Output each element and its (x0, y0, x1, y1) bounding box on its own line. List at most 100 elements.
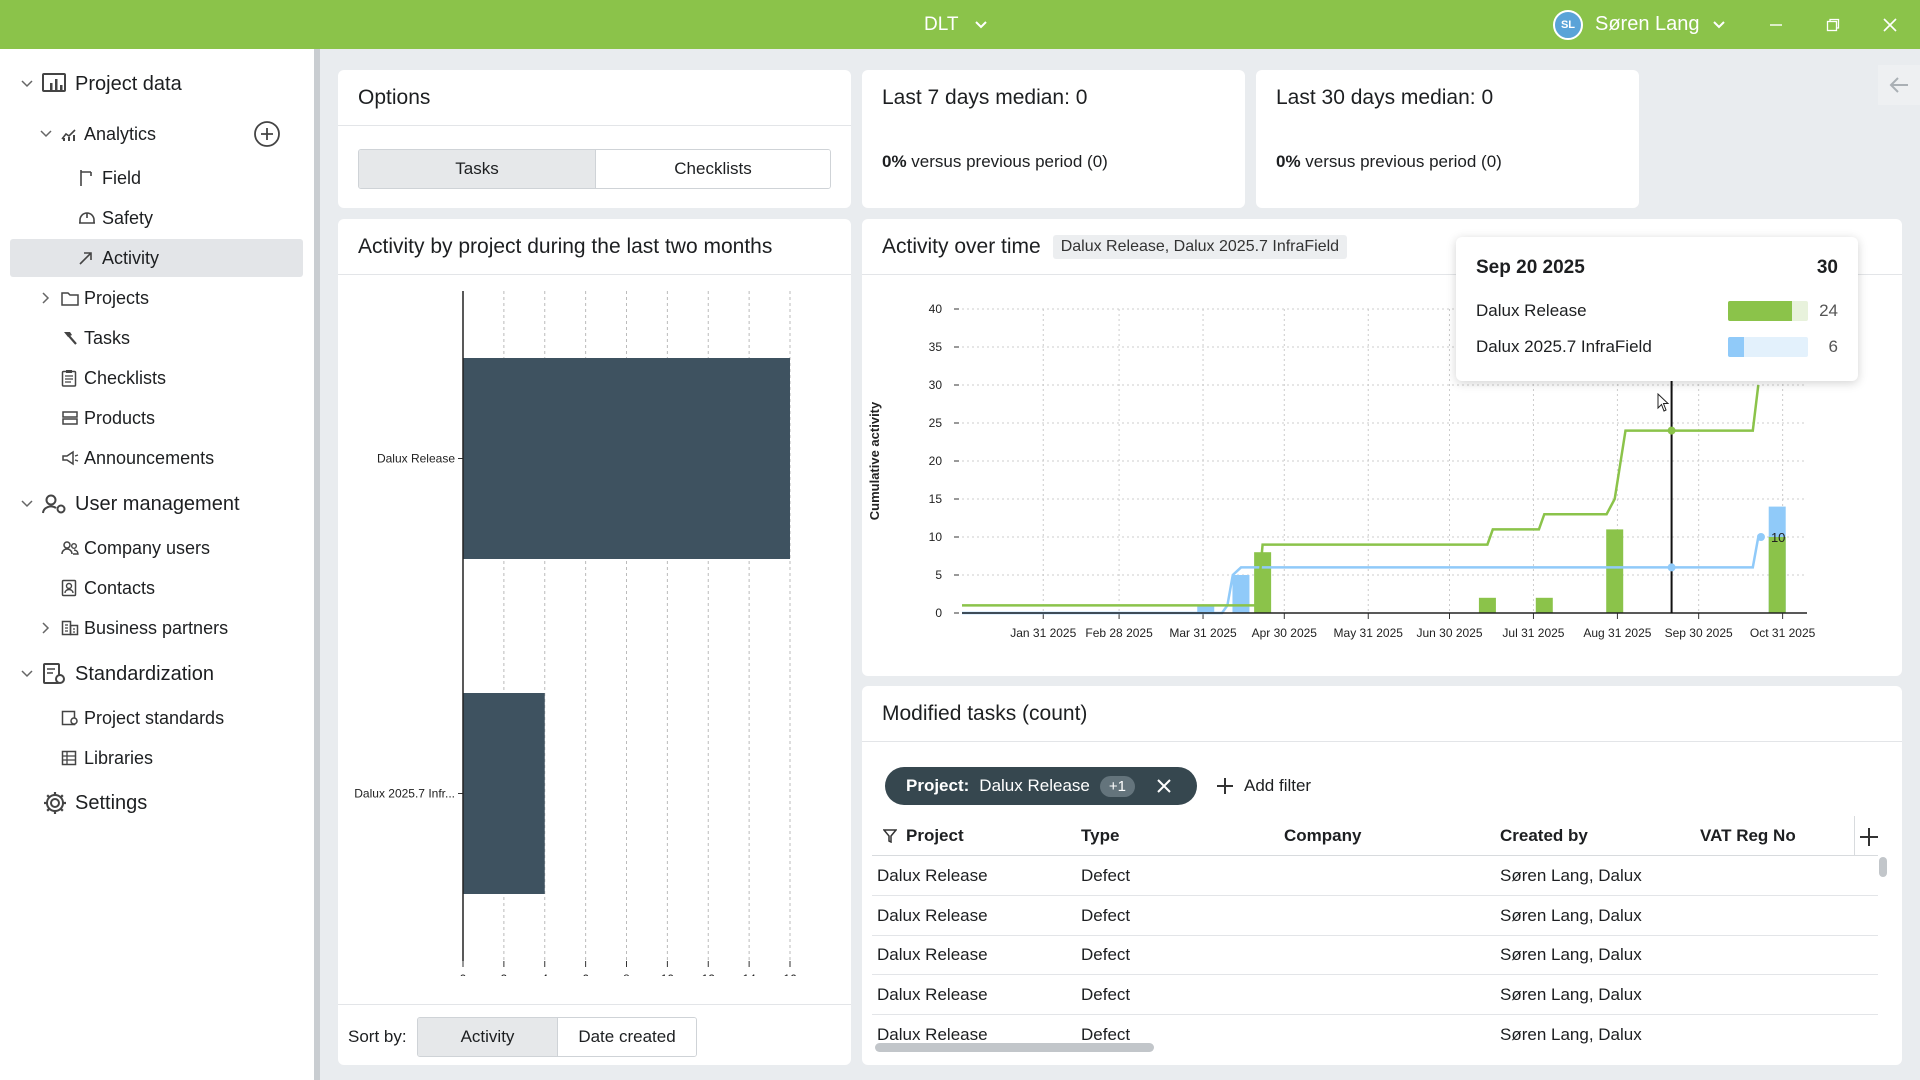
sidebar-item-contacts[interactable]: Contacts (10, 569, 303, 607)
sidebar-resizer[interactable] (314, 49, 320, 1080)
restore-icon (1826, 18, 1840, 31)
x-tick-label: Mar 31 2025 (1169, 626, 1237, 640)
chevron-down-icon[interactable] (39, 127, 53, 141)
chevron-down-icon[interactable] (20, 497, 34, 511)
cell-project: Dalux Release (877, 984, 988, 1004)
field-icon (78, 169, 94, 187)
last-30-days-pct: 0% (1276, 152, 1301, 171)
user-menu[interactable]: SL Søren Lang (1553, 0, 1726, 49)
activity-over-time-title: Activity over time (882, 234, 1041, 258)
plus-icon (1217, 778, 1233, 794)
cell-project: Dalux Release (877, 865, 988, 885)
chevron-down-icon (975, 20, 988, 28)
users-icon (61, 540, 79, 556)
project-filter[interactable]: Project: Dalux Release +1 (885, 767, 1197, 805)
app-switcher[interactable]: DLT (924, 0, 988, 49)
filter-funnel-icon[interactable] (883, 829, 897, 843)
table-row[interactable]: Dalux Release Defect Søren Lang, Dalux (872, 856, 1878, 896)
chevron-down-icon (1712, 20, 1725, 28)
table-horizontal-scrollbar[interactable] (875, 1043, 1154, 1052)
sidebar-item-libraries[interactable]: Libraries (10, 739, 303, 777)
tab-tasks[interactable]: Tasks (359, 150, 595, 188)
sidebar-item-label: Project data (75, 72, 182, 95)
minimize-button[interactable] (1756, 0, 1796, 49)
y-tick-label: Dalux 2025.7 Infr... (354, 787, 455, 801)
sidebar-item-standardization[interactable]: Standardization (10, 655, 303, 693)
column-header-created-by[interactable]: Created by (1500, 825, 1588, 845)
add-circle-icon[interactable] (253, 120, 281, 148)
table-row[interactable]: Dalux Release Defect Søren Lang, Dalux (872, 935, 1878, 975)
sidebar-item-activity[interactable]: Activity (10, 239, 303, 277)
close-window-button[interactable] (1870, 0, 1910, 49)
column-header-project[interactable]: Project (906, 825, 964, 845)
sidebar-item-user-management[interactable]: User management (10, 485, 303, 523)
sidebar-item-announcements[interactable]: Announcements (10, 439, 303, 477)
sort-activity-button[interactable]: Activity (418, 1018, 557, 1056)
megaphone-icon (61, 450, 79, 466)
title-bar: DLT SL Søren Lang (0, 0, 1920, 49)
cell-type: Defect (1081, 865, 1131, 885)
sidebar-item-label: Project standards (84, 707, 225, 728)
sidebar-item-field[interactable]: Field (10, 159, 303, 197)
close-icon[interactable] (1157, 779, 1171, 793)
add-filter-button[interactable]: Add filter (1216, 767, 1311, 805)
y-axis-label: Cumulative activity (867, 401, 882, 520)
cell-created-by: Søren Lang, Dalux (1500, 984, 1642, 1004)
chevron-down-icon[interactable] (20, 667, 34, 681)
sidebar-item-label: Settings (75, 791, 148, 814)
x-tick-label: Jun 30 2025 (1416, 626, 1482, 640)
sidebar-item-products[interactable]: Products (10, 399, 303, 437)
cell-created-by: Søren Lang, Dalux (1500, 905, 1642, 925)
restore-button[interactable] (1813, 0, 1853, 49)
x-tick-label: Aug 31 2025 (1583, 626, 1651, 640)
clipboard-icon (61, 369, 77, 387)
sidebar-item-label: User management (75, 492, 240, 515)
table-header: Project Type Company Created by VAT Reg … (872, 816, 1878, 856)
bar (1768, 537, 1786, 613)
cell-project: Dalux Release (877, 944, 988, 964)
sidebar-item-tasks[interactable]: Tasks (10, 319, 303, 357)
sidebar-item-projects[interactable]: Projects (10, 279, 303, 317)
bar (1478, 597, 1496, 613)
project-filter-chip[interactable]: Dalux Release, Dalux 2025.7 InfraField (1052, 234, 1348, 259)
sidebar-item-label: Checklists (84, 367, 167, 388)
arrow-left-icon (1889, 77, 1908, 93)
bar (1535, 597, 1553, 613)
table-vertical-scrollbar[interactable] (1879, 857, 1887, 877)
sidebar-item-project-standards[interactable]: Project standards (10, 699, 303, 737)
bar (1232, 575, 1250, 613)
chevron-right-icon[interactable] (39, 291, 53, 305)
column-header-company[interactable]: Company (1284, 825, 1362, 845)
building-icon (61, 620, 79, 636)
sidebar-item-business-partners[interactable]: Business partners (10, 609, 303, 647)
tooltip-share-fill (1728, 301, 1792, 321)
add-column-icon[interactable] (1859, 827, 1879, 847)
sidebar-item-project-data[interactable]: Project data (10, 65, 303, 103)
table-row[interactable]: Dalux Release Defect Søren Lang, Dalux (872, 975, 1878, 1015)
sidebar-item-settings[interactable]: Settings (10, 784, 303, 822)
table-row[interactable]: Dalux Release Defect Søren Lang, Dalux (872, 1015, 1878, 1045)
x-tick-label: Jan 31 2025 (1010, 626, 1076, 640)
collapse-panel-button[interactable] (1878, 65, 1920, 105)
column-header-type[interactable]: Type (1081, 825, 1120, 845)
activity-by-project-card: Activity by project during the last two … (338, 219, 851, 1065)
sort-by-label: Sort by: (348, 1027, 407, 1046)
sidebar-item-analytics[interactable]: Analytics (10, 115, 303, 153)
user-name: Søren Lang (1595, 13, 1700, 35)
safety-helmet-icon (78, 210, 96, 226)
sidebar-item-safety[interactable]: Safety (10, 199, 303, 237)
column-header-vat-reg-no[interactable]: VAT Reg No (1700, 825, 1796, 845)
table-row[interactable]: Dalux Release Defect Søren Lang, Dalux (872, 896, 1878, 936)
chevron-right-icon[interactable] (39, 621, 53, 635)
sidebar-item-label: Projects (84, 287, 150, 308)
tab-checklists[interactable]: Checklists (595, 150, 830, 188)
sidebar-item-label: Field (102, 167, 142, 188)
chevron-down-icon[interactable] (20, 77, 34, 91)
last-7-days-card: Last 7 days median: 0 0% versus previous… (862, 70, 1245, 208)
sidebar-item-checklists[interactable]: Checklists (10, 359, 303, 397)
x-tick-label: 2 (501, 972, 508, 976)
sort-date-created-button[interactable]: Date created (557, 1018, 696, 1056)
x-tick-label: 12 (702, 972, 716, 976)
sidebar-item-label: Contacts (84, 577, 156, 598)
sidebar-item-company-users[interactable]: Company users (10, 529, 303, 567)
